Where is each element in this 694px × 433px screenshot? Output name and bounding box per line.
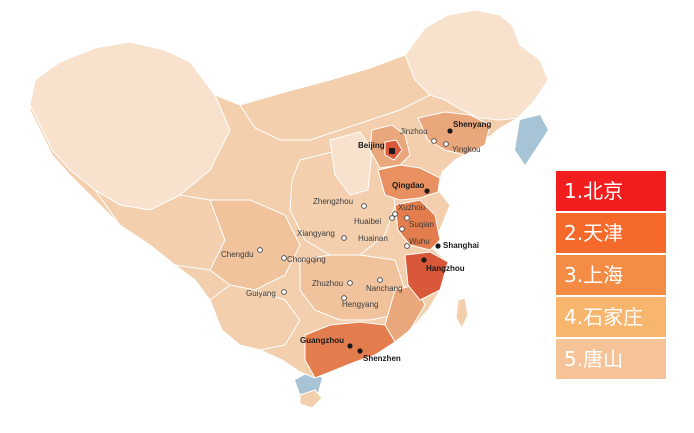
city-label-shenyang: Shenyang (453, 120, 491, 129)
city-label-beijing: Beijing (358, 141, 385, 150)
city-marker-suqian (404, 215, 410, 221)
city-layer: Shenyang Jinzhou Yingkou Beijing Qingdao Zhen… (221, 120, 491, 363)
city-marker-xuzhou (392, 211, 398, 217)
city-label-yingkou: Yingkou (452, 145, 481, 154)
region-sichuan (209, 199, 301, 291)
city-label-huaibei: Huaibei (354, 217, 381, 226)
city-marker-huaibei (389, 215, 395, 221)
region-shanxi (329, 131, 373, 196)
city-label-hangzhou: Hangzhou (426, 264, 465, 273)
city-label-shanghai: Shanghai (443, 241, 479, 250)
city-marker-nanchang (377, 277, 383, 283)
city-label-qingdao: Qingdao (392, 181, 425, 190)
ranking-legend: 1.北京 2.天津 3.上海 4.石家庄 5.唐山 (556, 171, 666, 379)
city-marker-wuhu (404, 243, 410, 249)
region-southwest (209, 284, 301, 351)
city-marker-zhengzhou (361, 203, 367, 209)
city-marker-guangzhou (347, 343, 353, 349)
city-marker-shanghai (435, 243, 441, 249)
city-marker-zhuzhou (347, 280, 353, 286)
city-marker-jinzhou (431, 138, 437, 144)
city-marker-beijing (389, 148, 395, 154)
city-label-suqian: Suqian (409, 220, 434, 229)
region-jiangsu (394, 199, 441, 251)
region-northeast (404, 9, 549, 121)
region-taiwan (455, 297, 469, 330)
city-label-chengdu: Chengdu (221, 250, 253, 259)
city-label-zhuzhou: Zhuzhou (312, 279, 343, 288)
city-label-hengyang: Hengyang (342, 300, 378, 309)
ocean-shadow (295, 115, 548, 394)
city-marker-chongqing (281, 255, 287, 261)
city-marker-hangzhou (421, 257, 427, 263)
city-label-guangzhou: Guangzhou (300, 336, 344, 345)
legend-item-4: 4.石家庄 (556, 297, 666, 337)
city-label-huainan: Huainan (358, 234, 388, 243)
city-label-wuhu: Wuhu (409, 237, 430, 246)
region-inner-mongolia (239, 54, 431, 141)
city-marker-shenyang (447, 128, 453, 134)
legend-item-3: 3.上海 (556, 255, 666, 295)
city-marker-huainan (399, 226, 405, 232)
city-label-xiangyang: Xiangyang (297, 229, 335, 238)
city-label-xuzhou: Xuzhou (398, 203, 425, 212)
city-marker-chengdu (257, 247, 263, 253)
region-guangdong (304, 321, 396, 379)
region-zhejiang (404, 251, 449, 301)
city-marker-shenzhen (357, 348, 363, 354)
region-hainan (299, 389, 323, 409)
city-label-shenzhen: Shenzhen (363, 354, 401, 363)
city-marker-hengyang (341, 295, 347, 301)
city-marker-xiangyang (341, 235, 347, 241)
city-marker-yingkou (443, 141, 449, 147)
region-west (29, 41, 231, 211)
city-label-nanchang: Nanchang (366, 284, 402, 293)
legend-item-2: 2.天津 (556, 213, 666, 253)
city-label-jinzhou: Jinzhou (400, 127, 428, 136)
city-label-guiyang: Guiyang (246, 289, 276, 298)
city-marker-guiyang (281, 289, 287, 295)
legend-item-5: 5.唐山 (556, 339, 666, 379)
legend-item-1: 1.北京 (556, 171, 666, 211)
city-marker-qingdao (424, 188, 430, 194)
city-label-zhengzhou: Zhengzhou (313, 197, 353, 206)
city-label-chongqing: Chongqing (287, 255, 326, 264)
